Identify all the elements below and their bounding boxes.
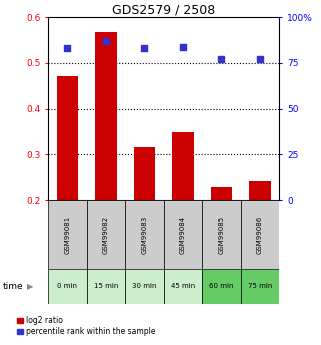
Bar: [211, 187, 232, 200]
FancyBboxPatch shape: [241, 269, 279, 304]
Text: GSM99082: GSM99082: [103, 216, 109, 254]
Bar: [172, 132, 194, 200]
FancyBboxPatch shape: [125, 200, 164, 269]
Point: [257, 57, 263, 62]
FancyBboxPatch shape: [48, 200, 87, 269]
Point: [103, 38, 108, 44]
Text: 15 min: 15 min: [94, 283, 118, 289]
Text: ▶: ▶: [27, 282, 34, 291]
FancyBboxPatch shape: [125, 269, 164, 304]
Title: GDS2579 / 2508: GDS2579 / 2508: [112, 3, 215, 16]
Bar: [249, 181, 271, 200]
Text: 45 min: 45 min: [171, 283, 195, 289]
Bar: [134, 147, 155, 200]
Text: 0 min: 0 min: [57, 283, 77, 289]
Point: [219, 57, 224, 62]
FancyBboxPatch shape: [202, 200, 241, 269]
Point: [142, 46, 147, 51]
Text: 60 min: 60 min: [209, 283, 234, 289]
FancyBboxPatch shape: [164, 269, 202, 304]
Legend: log2 ratio, percentile rank within the sample: log2 ratio, percentile rank within the s…: [13, 313, 158, 339]
Bar: [95, 32, 117, 200]
Point: [65, 46, 70, 51]
Text: time: time: [3, 282, 24, 291]
Text: GSM99085: GSM99085: [219, 216, 224, 254]
FancyBboxPatch shape: [164, 200, 202, 269]
Text: GSM99083: GSM99083: [142, 216, 147, 254]
FancyBboxPatch shape: [87, 200, 125, 269]
FancyBboxPatch shape: [87, 269, 125, 304]
Text: 75 min: 75 min: [248, 283, 272, 289]
Text: GSM99084: GSM99084: [180, 216, 186, 254]
Text: GSM99086: GSM99086: [257, 216, 263, 254]
Text: 30 min: 30 min: [132, 283, 157, 289]
FancyBboxPatch shape: [202, 269, 241, 304]
Text: GSM99081: GSM99081: [65, 216, 70, 254]
FancyBboxPatch shape: [48, 269, 87, 304]
Bar: [57, 76, 78, 200]
Point: [180, 44, 186, 49]
FancyBboxPatch shape: [241, 200, 279, 269]
